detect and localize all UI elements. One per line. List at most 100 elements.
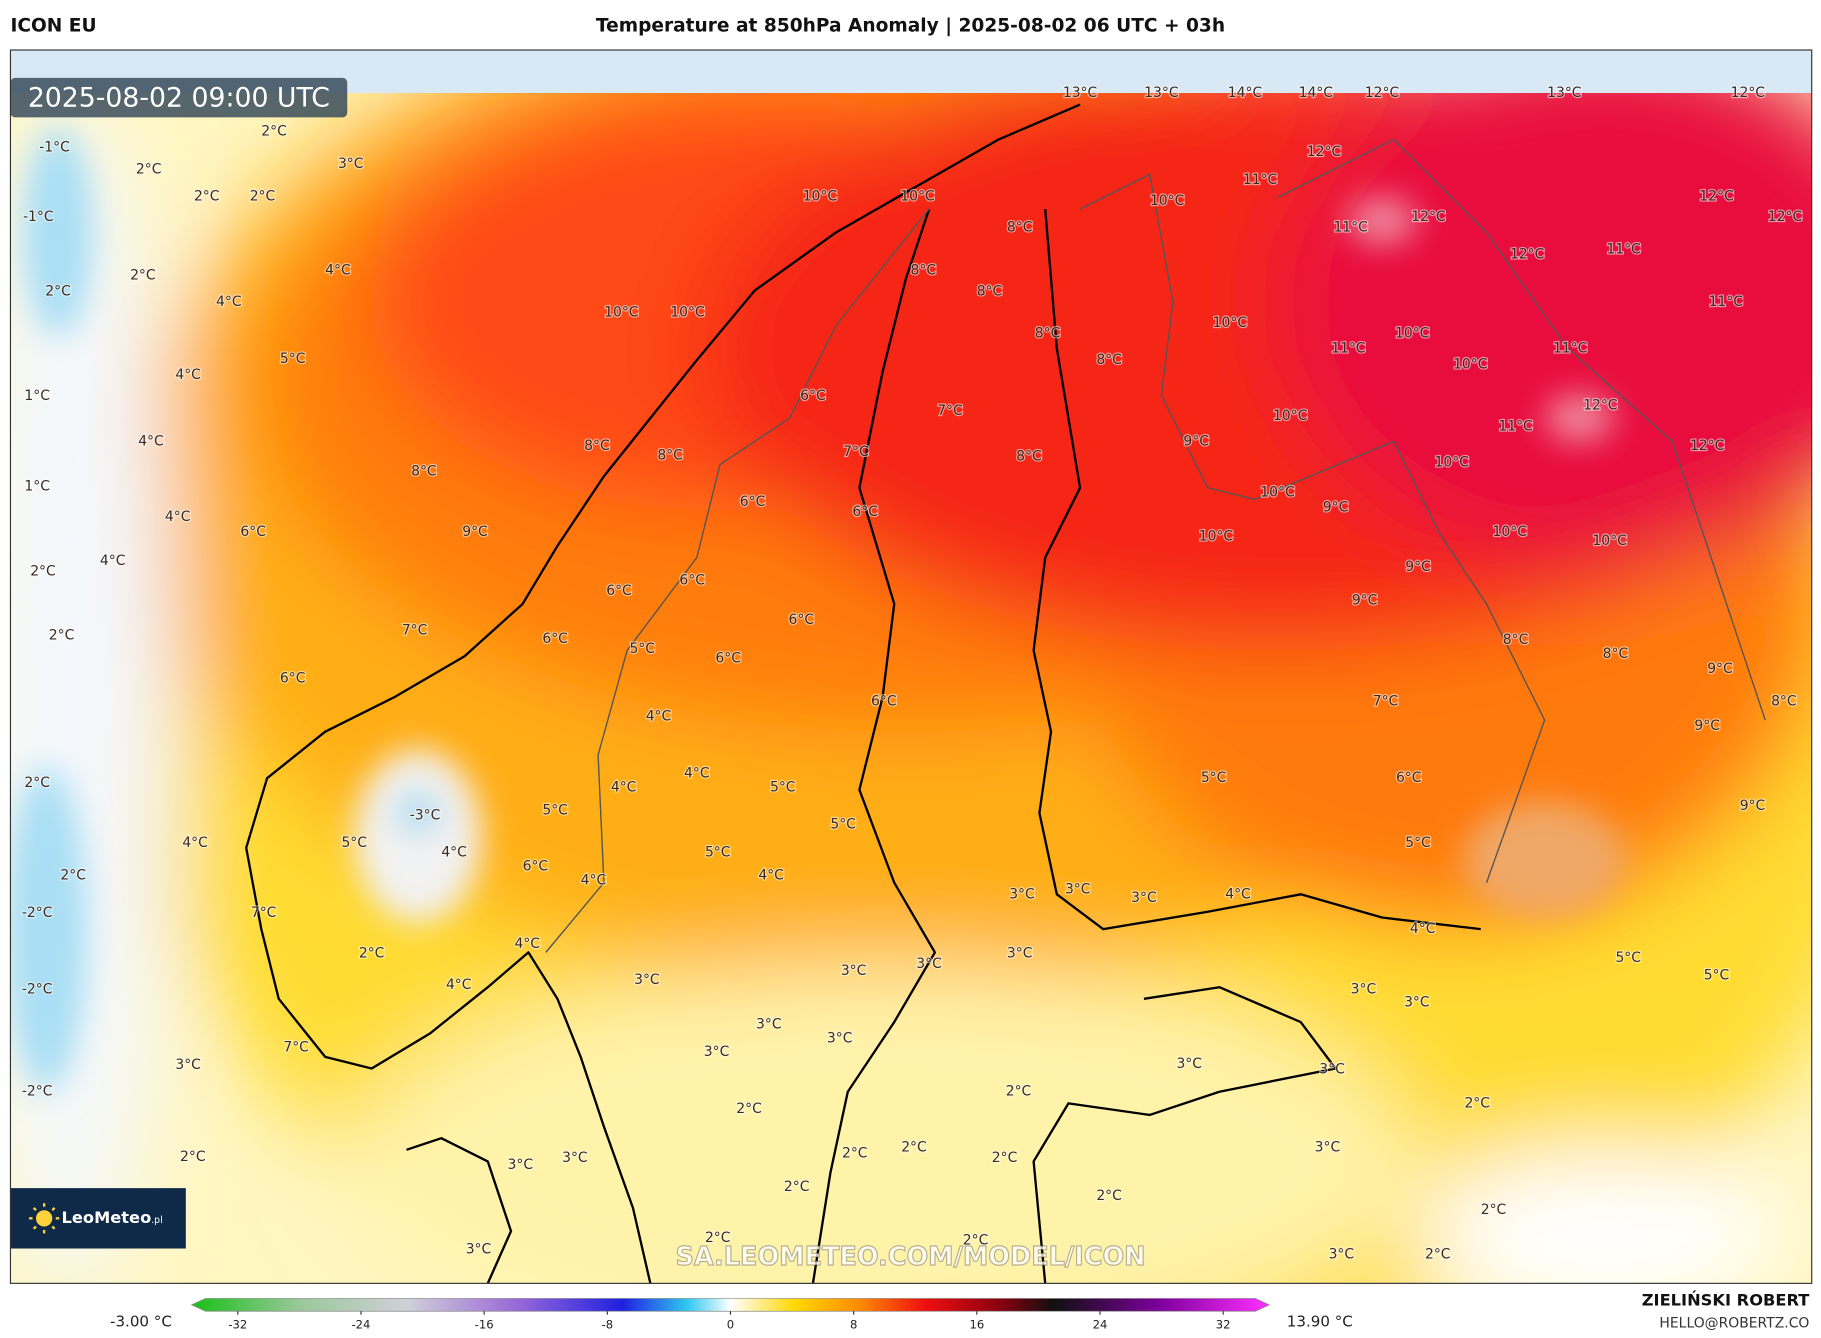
temperature-label: 6°C bbox=[679, 573, 705, 589]
temperature-label: 4°C bbox=[325, 263, 351, 279]
temperature-label: 12°C bbox=[1583, 397, 1617, 413]
temperature-label: 7°C bbox=[843, 444, 869, 460]
temperature-label: 8°C bbox=[1096, 352, 1122, 368]
temperature-label: 4°C bbox=[646, 709, 672, 725]
temperature-label: 4°C bbox=[514, 936, 540, 952]
temperature-label: 9°C bbox=[1352, 592, 1378, 608]
temperature-label: 8°C bbox=[657, 447, 683, 463]
temperature-label: 9°C bbox=[1405, 559, 1431, 575]
temperature-label: 3°C bbox=[841, 963, 867, 979]
temperature-label: 2°C bbox=[1096, 1188, 1122, 1204]
temperature-label: 8°C bbox=[411, 464, 437, 480]
temperature-label: 8°C bbox=[1771, 694, 1797, 710]
temperature-label: 14°C bbox=[1299, 85, 1333, 101]
email: HELLO@ROBERTZ.CO bbox=[1659, 1315, 1809, 1331]
temperature-label: 2°C bbox=[194, 188, 220, 204]
temperature-label: 2°C bbox=[1425, 1246, 1451, 1262]
temperature-label: 3°C bbox=[562, 1150, 588, 1166]
temperature-label: 6°C bbox=[800, 388, 826, 404]
colorbar-bar bbox=[190, 1298, 1271, 1312]
temperature-label: 12°C bbox=[1365, 85, 1399, 101]
temperature-label: 5°C bbox=[1201, 770, 1227, 786]
colorbar-min-label: -3.00 °C bbox=[110, 1312, 172, 1330]
temperature-label: 3°C bbox=[466, 1242, 492, 1258]
temperature-label: 3°C bbox=[1315, 1139, 1341, 1155]
temperature-label: 13°C bbox=[1547, 85, 1581, 101]
temperature-label: 3°C bbox=[756, 1016, 782, 1032]
temperature-label: 4°C bbox=[446, 977, 472, 993]
colorbar-tick-label: -8 bbox=[602, 1318, 614, 1332]
temperature-label: 6°C bbox=[240, 524, 266, 540]
colorbar-tick-label: 8 bbox=[850, 1318, 857, 1332]
temperature-label: 2°C bbox=[261, 123, 287, 139]
colorbar-max-label: 13.90 °C bbox=[1287, 1312, 1353, 1330]
temperature-label: 13°C bbox=[1063, 85, 1097, 101]
temperature-label: 8°C bbox=[1503, 632, 1529, 648]
temperature-label: 9°C bbox=[1740, 798, 1766, 814]
temperature-label: 3°C bbox=[1009, 886, 1035, 902]
temperature-label: 4°C bbox=[165, 509, 191, 525]
logo: LeoMeteo.pl bbox=[10, 1188, 186, 1249]
temperature-label: 9°C bbox=[1323, 500, 1349, 516]
temperature-label: 8°C bbox=[1035, 325, 1061, 341]
temperature-label: 10°C bbox=[900, 188, 934, 204]
colorbar: -3.00 °C 13.90 °C -32 -24 -16 -8 0 8 16 24 32 bbox=[110, 1298, 1353, 1332]
temperature-label: 12°C bbox=[1411, 209, 1445, 225]
temperature-label: 10°C bbox=[803, 188, 837, 204]
temperature-label: 2°C bbox=[736, 1101, 762, 1117]
temperature-label: 10°C bbox=[604, 304, 638, 320]
temperature-label: 2°C bbox=[49, 627, 75, 643]
temperature-label: -1°C bbox=[39, 140, 70, 156]
temperature-label: 4°C bbox=[581, 872, 607, 888]
temperature-label: 9°C bbox=[462, 524, 488, 540]
temperature-label: 2°C bbox=[784, 1179, 810, 1195]
temperature-label: 2°C bbox=[30, 563, 56, 579]
temperature-label: 3°C bbox=[1329, 1246, 1355, 1262]
temperature-label: 9°C bbox=[1183, 433, 1209, 449]
temperature-label: 7°C bbox=[283, 1040, 309, 1056]
temperature-labels: 13°C 13°C 14°C 14°C 12°C 13°C 12°C 2°C -1°C 3°C 2°… bbox=[21, 84, 1804, 1264]
temperature-label: 14°C bbox=[1228, 85, 1262, 101]
temperature-label: 3°C bbox=[1007, 946, 1033, 962]
map-title: Temperature at 850hPa Anomaly | 2025-08-… bbox=[596, 15, 1225, 36]
temperature-label: 2°C bbox=[24, 775, 50, 791]
temperature-label: 3°C bbox=[175, 1057, 201, 1073]
temperature-label: 4°C bbox=[684, 766, 710, 782]
temperature-label: 3°C bbox=[508, 1157, 534, 1173]
temperature-label: 1°C bbox=[24, 479, 50, 495]
temperature-label: 6°C bbox=[606, 583, 632, 599]
temperature-label: 2°C bbox=[250, 188, 276, 204]
temperature-label: 4°C bbox=[182, 835, 208, 851]
temperature-label: 8°C bbox=[584, 438, 610, 454]
temperature-label: 6°C bbox=[871, 694, 897, 710]
temperature-label: 4°C bbox=[758, 868, 784, 884]
temperature-label: 5°C bbox=[341, 835, 367, 851]
temperature-label: 3°C bbox=[634, 972, 660, 988]
temperature-label: 11°C bbox=[1333, 220, 1367, 236]
temperature-label: 8°C bbox=[1016, 448, 1042, 464]
temperature-label: 2°C bbox=[130, 267, 156, 283]
timestamp-box bbox=[10, 77, 348, 118]
temperature-label: 3°C bbox=[1319, 1062, 1345, 1078]
temperature-label: 10°C bbox=[1453, 357, 1487, 373]
colorbar-tick-label: 32 bbox=[1216, 1318, 1231, 1332]
colorbar-tick-label: 16 bbox=[969, 1318, 984, 1332]
temperature-label: 4°C bbox=[175, 367, 201, 383]
temperature-label: 11°C bbox=[1331, 340, 1365, 356]
temperature-label: 3°C bbox=[1065, 882, 1091, 898]
temperature-label: 10°C bbox=[1434, 454, 1468, 470]
temperature-label: 12°C bbox=[1307, 144, 1341, 160]
temperature-label: 4°C bbox=[611, 779, 637, 795]
temperature-label: 5°C bbox=[629, 641, 655, 657]
temperature-label: 9°C bbox=[1694, 718, 1720, 734]
temperature-label: 12°C bbox=[1690, 438, 1724, 454]
temperature-label: 7°C bbox=[251, 905, 277, 921]
temperature-label: 3°C bbox=[1176, 1056, 1202, 1072]
temperature-label: 2°C bbox=[705, 1230, 731, 1246]
temperature-label: 5°C bbox=[1405, 835, 1431, 851]
watermark: SA.LEOMETEO.COM/MODEL/ICON bbox=[675, 1242, 1145, 1272]
temperature-label: 12°C bbox=[1510, 246, 1544, 262]
temperature-label: 2°C bbox=[180, 1149, 206, 1165]
temperature-label: 10°C bbox=[1493, 524, 1527, 540]
